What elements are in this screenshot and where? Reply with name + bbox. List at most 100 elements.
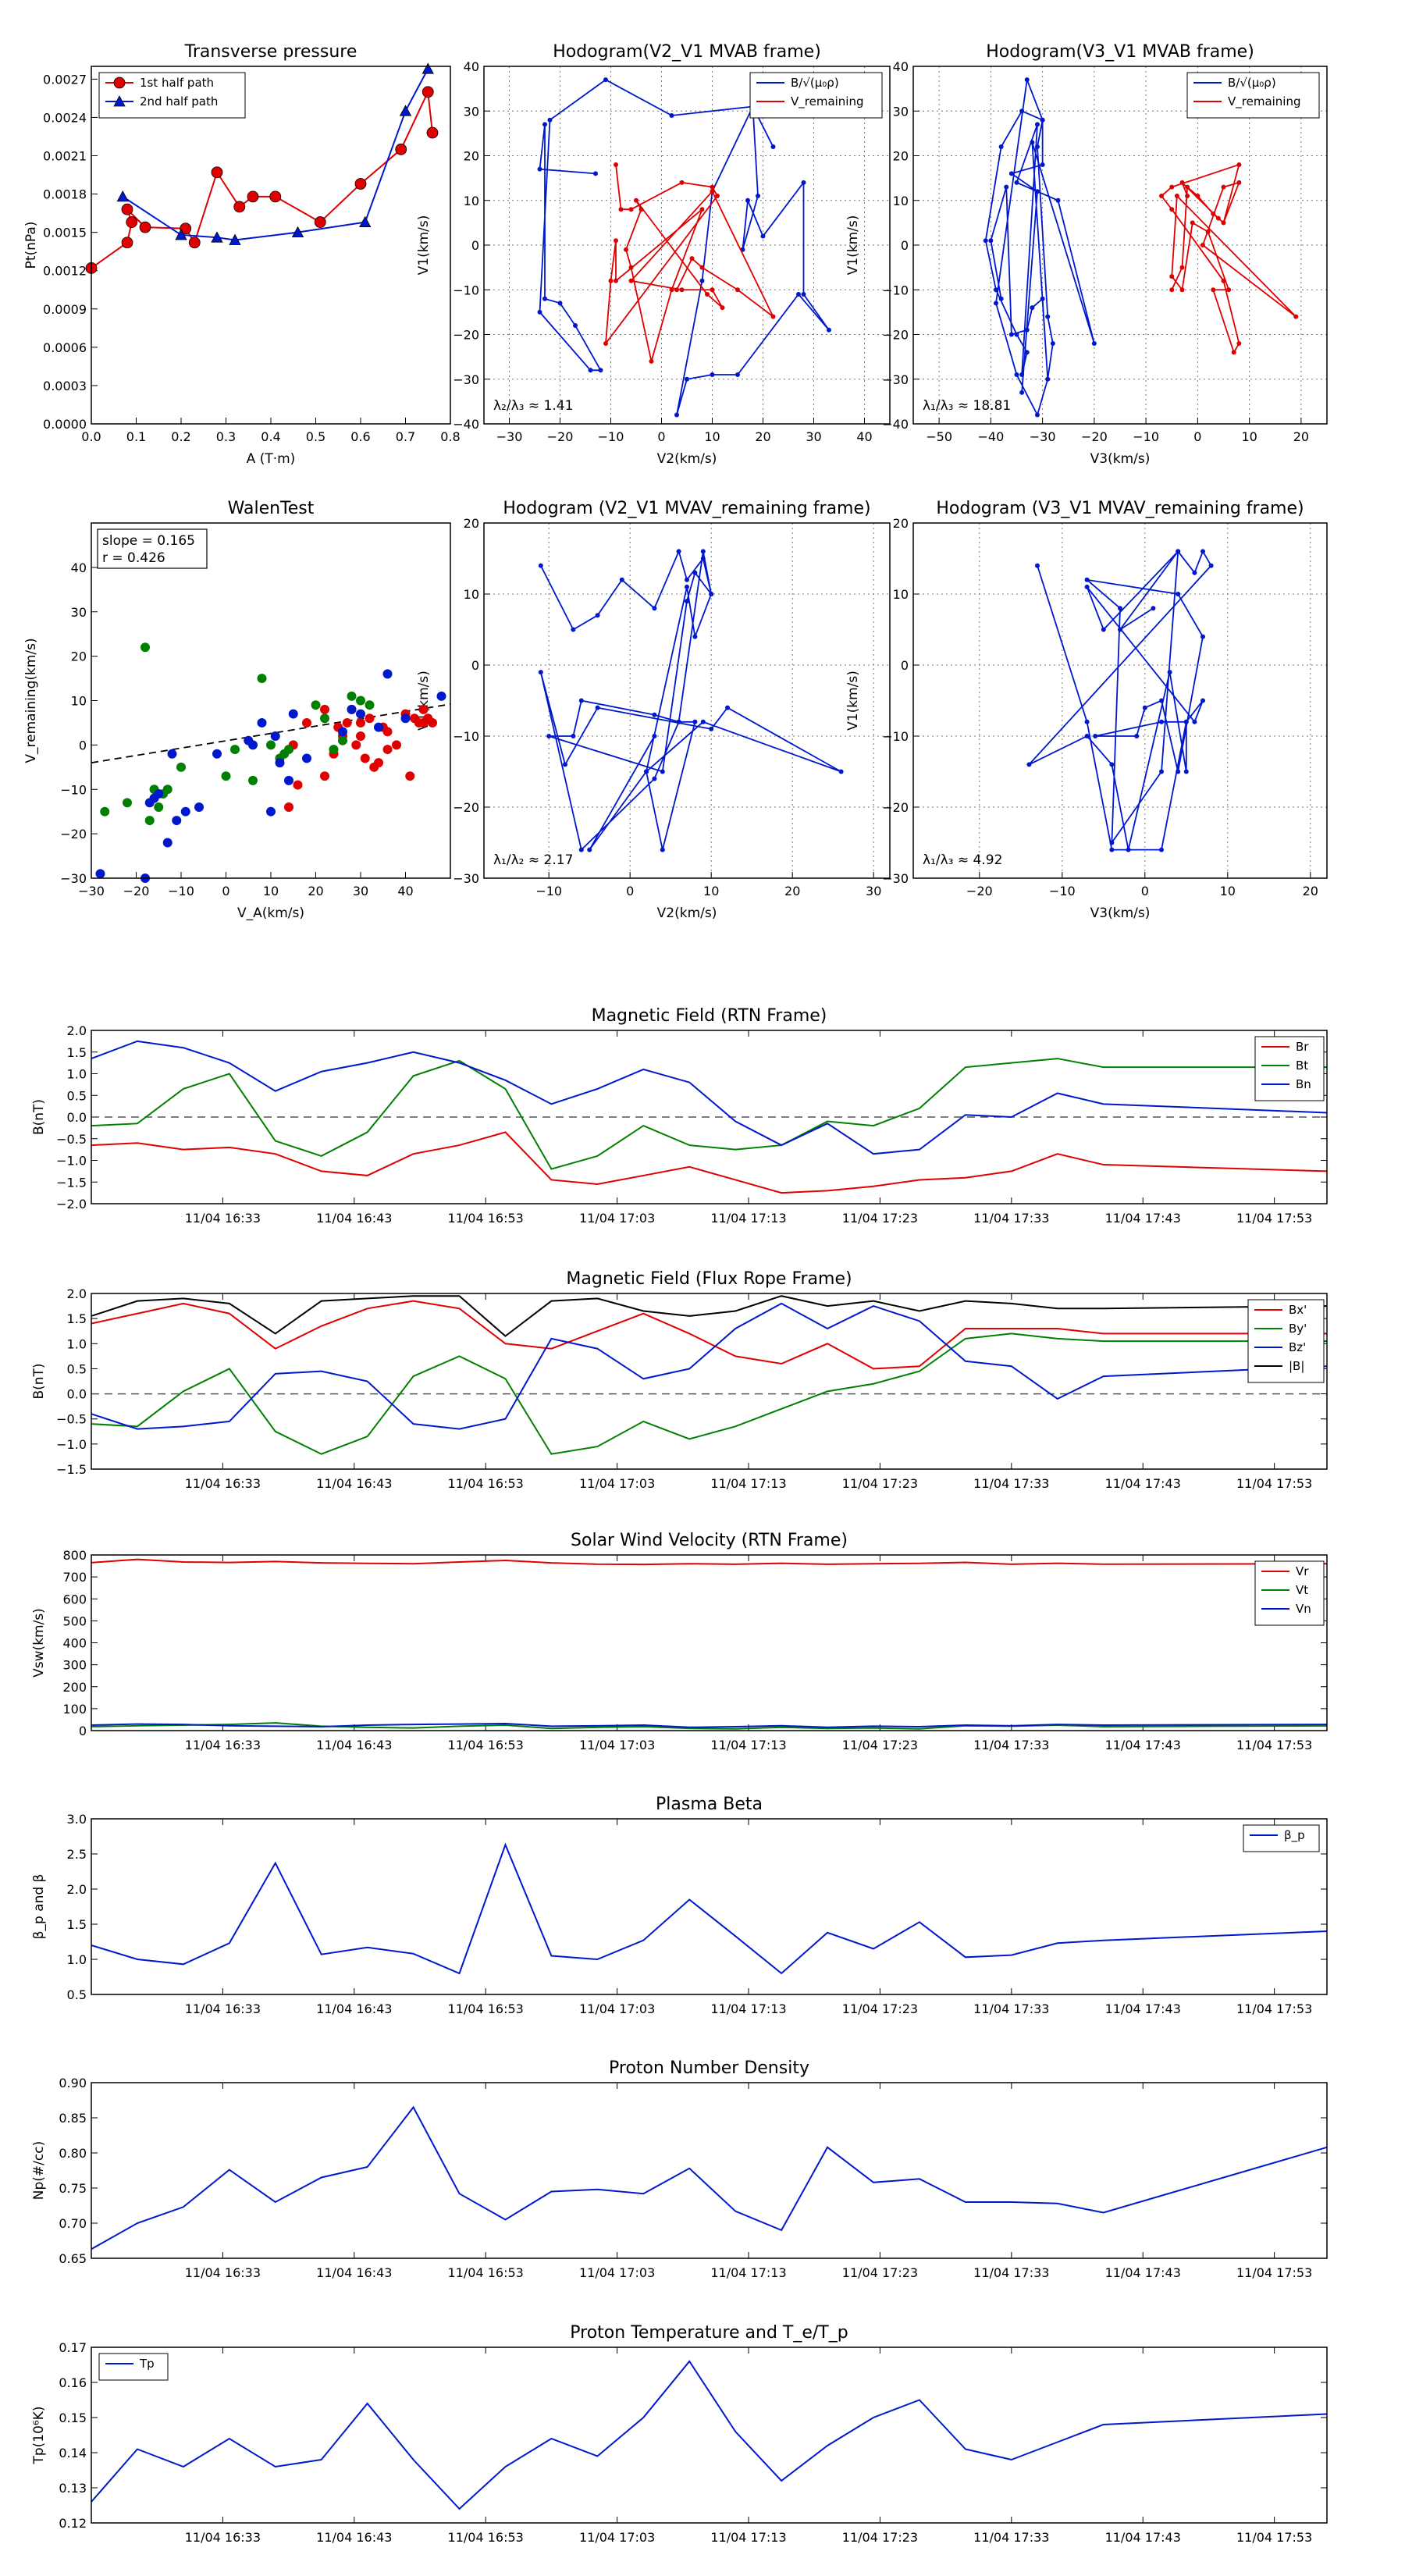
- y-tick-label: 0.0: [67, 1110, 87, 1125]
- data-point: [628, 278, 634, 283]
- data-point: [1221, 220, 1226, 226]
- legend: Tp: [98, 2353, 169, 2381]
- data-point: [351, 740, 361, 750]
- stats-box: [97, 528, 208, 569]
- x-tick-label: 0.4: [261, 429, 280, 444]
- y-tick-label: 10: [893, 194, 909, 208]
- data-point: [1159, 698, 1164, 703]
- y-tick-label: 10: [893, 587, 909, 602]
- data-point: [1014, 332, 1019, 337]
- data-point: [603, 340, 608, 346]
- data-point: [360, 753, 370, 763]
- x-tick-label: −20: [547, 429, 574, 444]
- y-axis-label: β_p and β: [31, 1874, 47, 1940]
- x-tick-label: 11/04 17:43: [1105, 2530, 1181, 2545]
- y-axis-label: V1(km/s): [845, 671, 861, 731]
- legend-box: [1243, 1824, 1320, 1852]
- y-axis-label: Pt(nPa): [23, 222, 39, 269]
- legend-label: Vn: [1296, 1602, 1311, 1616]
- plot-frame: [91, 1293, 1328, 1470]
- legend-box: [749, 72, 883, 119]
- stats-text: r = 0.426: [102, 550, 165, 566]
- x-tick-label: 11/04 17:03: [579, 1738, 655, 1752]
- y-tick-label: 40: [71, 560, 87, 575]
- data-point: [725, 705, 730, 710]
- data-point: [1185, 184, 1190, 190]
- data-point: [359, 215, 372, 227]
- y-tick-label: 2.0: [67, 1286, 87, 1301]
- data-point: [320, 713, 329, 724]
- series-line: [91, 1332, 1327, 1455]
- y-tick-label: 0.13: [59, 2481, 87, 2496]
- x-tick-label: 11/04 16:43: [316, 2530, 392, 2545]
- data-point: [1169, 184, 1175, 190]
- x-tick-label: 11/04 17:53: [1236, 1211, 1312, 1226]
- series-line: [91, 1842, 1328, 1975]
- y-tick-label: −30: [60, 871, 87, 886]
- x-tick-label: 10: [704, 429, 720, 444]
- data-point: [603, 77, 608, 83]
- data-point: [347, 691, 357, 701]
- x-tick-label: −20: [1081, 429, 1108, 444]
- chart-title: Hodogram (V3_V1 MVAV_remaining frame): [936, 499, 1304, 518]
- y-tick-label: 0: [79, 1724, 87, 1738]
- data-point: [1084, 584, 1090, 589]
- stats-text: slope = 0.165: [102, 533, 195, 549]
- y-tick-label: 20: [464, 516, 479, 531]
- legend-label: Vr: [1296, 1564, 1309, 1578]
- data-point: [715, 194, 720, 199]
- data-point: [1192, 719, 1197, 724]
- series-line: [1160, 163, 1297, 354]
- data-point: [100, 806, 110, 817]
- data-point: [329, 745, 339, 755]
- x-tick-label: 0.7: [396, 429, 415, 444]
- y-tick-label: 400: [62, 1636, 87, 1651]
- series-line: [91, 1131, 1328, 1194]
- x-tick-label: 11/04 17:13: [710, 2265, 786, 2280]
- data-point: [374, 758, 383, 768]
- y-tick-label: 1.5: [67, 1045, 87, 1060]
- data-point: [354, 178, 367, 190]
- data-point: [760, 233, 766, 239]
- data-point: [1221, 278, 1226, 283]
- data-point: [338, 727, 347, 737]
- eigen-ratio-annotation: λ₁/λ₃ ≈ 4.92: [923, 852, 1002, 868]
- data-point: [614, 238, 618, 244]
- data-point: [1195, 194, 1200, 199]
- data-point: [229, 233, 241, 245]
- y-tick-label: 0.0003: [43, 379, 87, 393]
- legend-label: V_remaining: [791, 94, 864, 109]
- x-tick-label: 0.6: [350, 429, 370, 444]
- legend-label: β_p: [1284, 1828, 1305, 1843]
- data-point: [211, 231, 223, 243]
- data-point: [1174, 194, 1179, 199]
- legend: 1st half path 2nd half path: [98, 72, 246, 119]
- data-point: [1045, 376, 1051, 382]
- data-point: [121, 237, 133, 249]
- x-tick-label: 11/04 17:43: [1105, 1476, 1181, 1491]
- data-point: [595, 613, 600, 618]
- data-point: [418, 704, 429, 714]
- x-tick-label: 11/04 17:13: [710, 1476, 786, 1491]
- data-point: [288, 709, 298, 719]
- y-axis-label: Np(#/cc): [31, 2141, 47, 2200]
- panel-timeseries-8: 0 100 200 300 400 500 600 700 800 11/04 16:33 11/0…: [31, 1531, 1328, 1752]
- series-line: [91, 2105, 1328, 2250]
- data-point: [674, 287, 679, 293]
- x-tick-label: 0: [1193, 429, 1201, 444]
- data-point: [126, 216, 138, 228]
- data-point: [1169, 287, 1175, 293]
- data-point: [139, 221, 151, 233]
- data-point: [624, 247, 628, 252]
- chart-title: Hodogram (V2_V1 MVAV_remaining frame): [503, 499, 870, 518]
- chart-title: WalenTest: [228, 499, 315, 518]
- y-axis-label: V1(km/s): [845, 215, 861, 276]
- data-point: [400, 713, 411, 724]
- panel-timeseries-9: 0.5 1.0 1.5 2.0 2.5 3.0 11/04 16:33 11/04 16:43…: [31, 1795, 1328, 2016]
- y-tick-label: −10: [60, 782, 87, 797]
- data-point: [293, 780, 303, 790]
- data-point: [660, 769, 665, 774]
- data-point: [705, 291, 710, 297]
- data-point: [1030, 305, 1035, 311]
- data-point: [1014, 180, 1019, 185]
